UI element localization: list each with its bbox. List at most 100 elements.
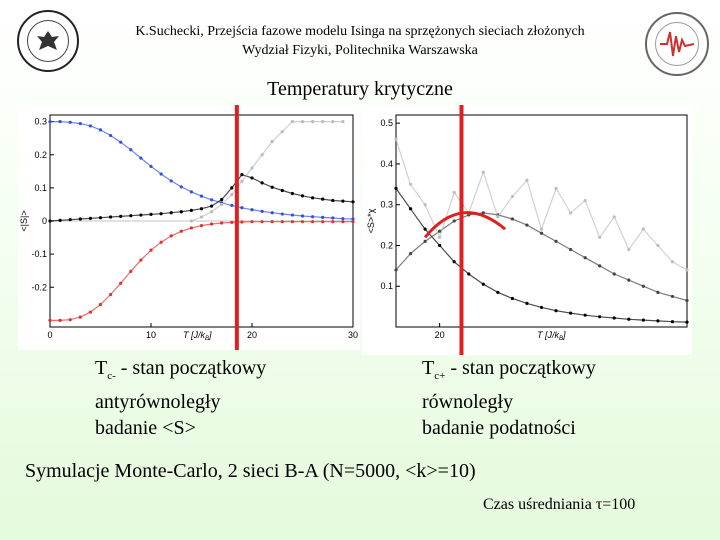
caption-right-sub: c+ — [434, 370, 446, 382]
data-point — [627, 247, 631, 252]
x-axis-label: T [J/kB] — [537, 330, 566, 342]
data-point — [452, 219, 456, 223]
data-point — [394, 186, 398, 190]
data-point — [510, 194, 514, 199]
data-point — [199, 224, 204, 228]
data-point — [569, 211, 573, 215]
data-point — [554, 239, 558, 243]
data-point — [290, 191, 294, 196]
data-point — [199, 215, 204, 219]
data-point — [210, 204, 214, 208]
data-point — [149, 164, 153, 168]
data-point — [260, 181, 264, 185]
series-3 — [189, 120, 345, 223]
data-point — [670, 320, 675, 324]
data-point — [109, 292, 113, 297]
data-point — [270, 139, 274, 144]
series-line — [50, 221, 353, 321]
data-point — [583, 313, 587, 317]
data-point — [250, 208, 254, 212]
data-point — [569, 311, 573, 315]
data-point — [612, 272, 616, 276]
data-point — [179, 185, 183, 189]
caption-left-line1: - stan początkowy — [115, 357, 267, 379]
data-point — [321, 215, 325, 219]
data-point — [481, 170, 485, 174]
x-axis-label: T [J/kB] — [183, 330, 212, 342]
data-point — [240, 179, 244, 183]
caption-right: Tc+ - stan początkowy równoległy badanie… — [422, 355, 596, 441]
data-point — [240, 206, 244, 210]
data-point — [260, 220, 264, 224]
data-point — [220, 221, 224, 225]
data-point — [351, 217, 355, 221]
x-tick-label: 0 — [47, 330, 52, 340]
series-line — [395, 188, 688, 323]
data-point — [438, 235, 442, 239]
data-point — [311, 220, 315, 224]
caption-right-t: T — [422, 357, 435, 379]
data-point — [408, 182, 413, 186]
data-point — [290, 220, 294, 224]
data-point — [525, 223, 529, 227]
data-point — [554, 309, 558, 313]
data-point — [481, 211, 485, 215]
series-0 — [48, 120, 355, 221]
data-point — [300, 194, 305, 198]
data-point — [394, 268, 398, 272]
y-axis-label: <|S|> — [19, 210, 29, 231]
data-point — [139, 258, 143, 262]
y-tick-label: 0.4 — [380, 159, 393, 169]
caption-left-line3: badanie <S> — [95, 417, 196, 439]
data-point — [220, 197, 224, 202]
y-axis-label: <S>*χ — [366, 208, 376, 233]
data-point — [394, 137, 398, 142]
data-point — [129, 269, 133, 273]
data-point — [510, 217, 514, 221]
caption-right-line2: równoległy — [422, 391, 514, 413]
data-point — [230, 220, 234, 224]
data-point — [250, 166, 254, 170]
data-point — [58, 218, 62, 222]
data-point — [321, 220, 325, 224]
y-tick-label: 0.3 — [380, 200, 393, 210]
header: K.Suchecki, Przejścia fazowe modelu Isin… — [85, 22, 635, 60]
data-point — [583, 199, 587, 203]
data-point — [210, 210, 214, 214]
data-point — [250, 176, 254, 180]
data-point — [539, 305, 544, 310]
data-point — [423, 203, 427, 207]
data-point — [300, 220, 305, 224]
data-point — [98, 128, 103, 132]
data-point — [179, 229, 183, 233]
data-point — [525, 178, 529, 182]
averaging-time-note: Czas uśredniania τ=100 — [483, 496, 636, 513]
data-point — [341, 199, 345, 203]
data-point — [68, 120, 72, 124]
data-point — [612, 215, 616, 219]
caption-left-line2: antyrównoległy — [95, 391, 221, 413]
y-tick-label: 0.2 — [34, 150, 47, 160]
data-point — [496, 290, 500, 294]
x-tick-label: 20 — [435, 330, 445, 340]
data-point — [656, 290, 660, 294]
data-point — [240, 220, 244, 224]
data-point — [189, 226, 193, 230]
data-point — [311, 196, 315, 200]
data-point — [280, 220, 284, 224]
data-point — [270, 185, 274, 189]
data-point — [58, 120, 62, 124]
data-point — [189, 219, 193, 223]
data-point — [341, 120, 345, 124]
data-point — [119, 140, 123, 144]
data-point — [670, 294, 675, 299]
y-tick-label: 0.2 — [380, 240, 393, 250]
data-point — [641, 318, 645, 322]
data-point — [230, 203, 234, 208]
data-point — [685, 298, 689, 303]
y-tick-label: 0.1 — [34, 183, 47, 193]
data-point — [48, 219, 52, 223]
data-point — [423, 227, 427, 231]
data-point — [109, 133, 113, 138]
caption-right-line1: - stan początkowy — [445, 357, 596, 379]
